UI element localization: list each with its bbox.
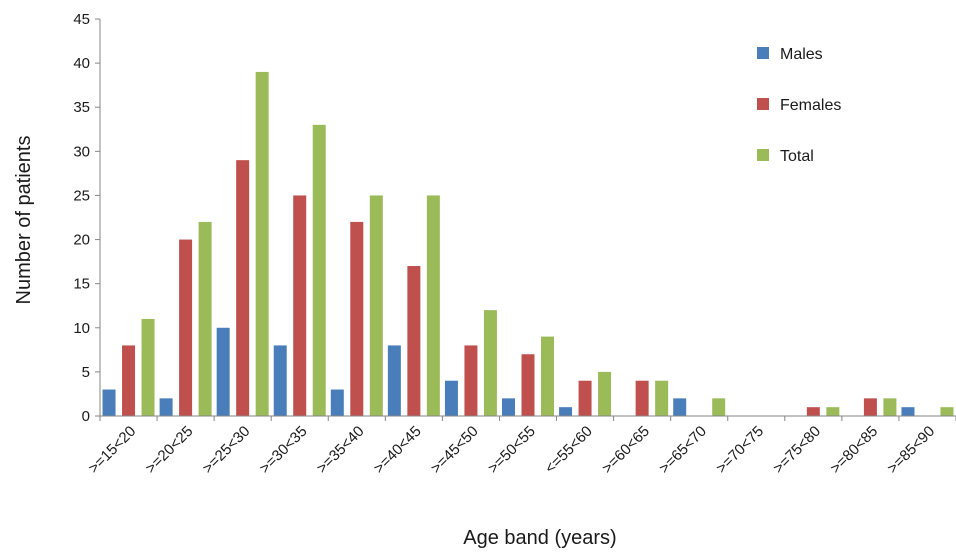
y-tick-label: 0 — [82, 408, 90, 425]
legend-swatch-males — [757, 47, 769, 59]
bar-total-3 — [312, 124, 326, 416]
x-tick-label: >=50<55 — [485, 423, 539, 477]
bar-females-3 — [293, 195, 307, 416]
bar-total-1 — [198, 221, 212, 416]
x-tick-label: >=30<35 — [256, 423, 310, 477]
bar-total-8 — [598, 371, 612, 416]
bar-total-2 — [255, 71, 269, 416]
bar-total-9 — [655, 380, 669, 416]
x-axis: >=15<20 >=20<25 >=25<30 >=30<35 >=35<40 >=40<… — [85, 415, 956, 477]
x-axis-title: Age band (years) — [463, 527, 616, 549]
bar-total-13 — [883, 398, 897, 416]
bar-females-13 — [863, 398, 877, 416]
bar-males-7 — [502, 398, 515, 416]
bar-total-0 — [141, 318, 155, 416]
legend-label-males: Males — [780, 46, 823, 63]
x-tick-label: >=25<30 — [199, 423, 253, 477]
bar-females-4 — [350, 221, 364, 416]
bar-total-14 — [940, 407, 954, 416]
bar-females-8 — [578, 380, 592, 416]
y-axis: 0 5 10 15 20 25 30 35 40 45 — [73, 11, 101, 425]
bar-total-12 — [826, 407, 840, 416]
bar-females-6 — [464, 345, 478, 416]
bar-females-5 — [407, 266, 421, 416]
y-tick-label: 15 — [73, 276, 90, 293]
legend-label-females: Females — [780, 97, 841, 114]
y-tick-label: 30 — [73, 143, 90, 160]
x-tick-label: >=40<45 — [370, 423, 424, 477]
bar-total-5 — [426, 195, 440, 416]
x-tick-label: >=75<80 — [770, 423, 824, 477]
y-axis-title: Number of patients — [13, 136, 35, 305]
x-tick-label: >=35<40 — [313, 423, 367, 477]
x-tick-label: >=15<20 — [85, 423, 139, 477]
x-tick-label: <=55<60 — [542, 423, 596, 477]
bar-total-7 — [541, 336, 554, 416]
bars — [102, 71, 954, 416]
legend-label-total: Total — [780, 148, 814, 165]
bar-males-6 — [444, 380, 458, 416]
x-tick-label: >=80<85 — [827, 423, 881, 477]
bar-females-0 — [122, 345, 136, 416]
bar-females-9 — [635, 380, 649, 416]
bar-females-2 — [236, 160, 250, 416]
y-tick-label: 10 — [73, 320, 90, 337]
bar-females-7 — [521, 354, 535, 416]
y-tick-label: 20 — [73, 232, 90, 249]
bar-total-10 — [712, 398, 726, 416]
bar-total-4 — [369, 195, 383, 416]
legend: Males Females Total — [757, 46, 841, 165]
x-tick-label: >=70<75 — [713, 423, 767, 477]
bar-total-6 — [483, 310, 497, 416]
bar-males-5 — [387, 345, 401, 416]
bar-males-0 — [102, 389, 116, 416]
y-tick-label: 45 — [73, 11, 90, 28]
y-tick-label: 40 — [73, 55, 90, 72]
x-tick-label: >=45<50 — [428, 423, 482, 477]
x-tick-label: >=60<65 — [599, 423, 653, 477]
bar-males-14 — [901, 407, 915, 416]
legend-swatch-total — [757, 149, 769, 161]
x-tick-label: >=65<70 — [656, 423, 710, 477]
bar-females-1 — [179, 239, 193, 416]
bar-males-10 — [673, 398, 687, 416]
bar-males-3 — [273, 345, 287, 416]
bar-females-12 — [806, 407, 820, 416]
x-tick-label: >=85<90 — [884, 423, 938, 477]
legend-swatch-females — [757, 98, 769, 110]
y-tick-label: 35 — [73, 99, 90, 116]
y-tick-label: 25 — [73, 187, 90, 204]
x-tick-label: >=20<25 — [142, 423, 196, 477]
y-tick-label: 5 — [82, 364, 90, 381]
bar-males-2 — [216, 327, 230, 416]
bar-males-4 — [330, 389, 344, 416]
bar-males-8 — [559, 407, 573, 416]
bar-males-1 — [159, 398, 173, 416]
